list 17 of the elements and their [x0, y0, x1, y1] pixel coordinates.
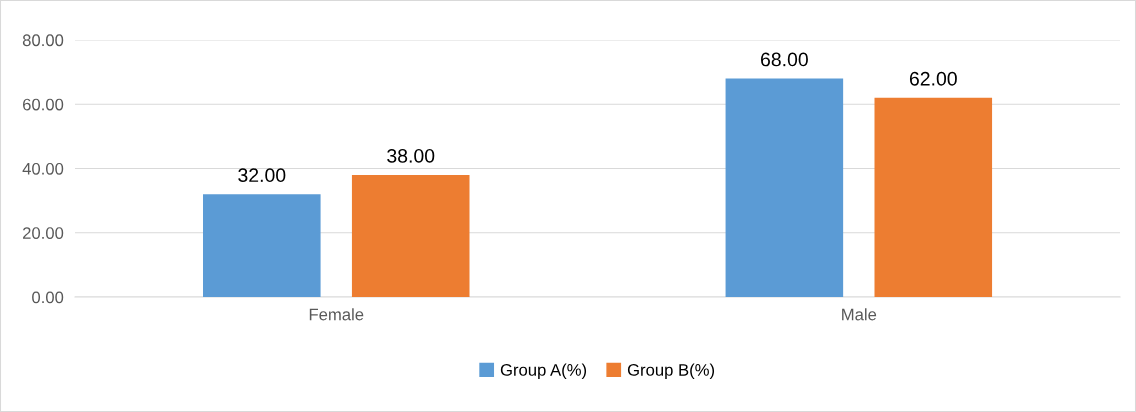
y-tick-label: 60.00	[23, 98, 64, 111]
legend-label: Group B(%)	[627, 363, 715, 380]
data-label: 38.00	[387, 148, 435, 163]
y-tick-label: 80.00	[22, 34, 64, 47]
bar	[351, 174, 470, 298]
data-label: 32.00	[238, 168, 286, 183]
legend-label: Group A(%)	[500, 363, 587, 380]
y-tick-label: 40.00	[22, 162, 64, 175]
bar	[725, 78, 844, 298]
y-tick-label: 0.00	[32, 291, 64, 304]
data-label: 68.00	[761, 52, 808, 67]
x-tick-label: Male	[842, 308, 877, 321]
data-label: 62.00	[909, 71, 957, 86]
bar	[203, 194, 321, 298]
bar	[874, 97, 993, 298]
y-tick-label: 20.00	[23, 227, 64, 239]
x-tick-label: Female	[309, 308, 364, 321]
